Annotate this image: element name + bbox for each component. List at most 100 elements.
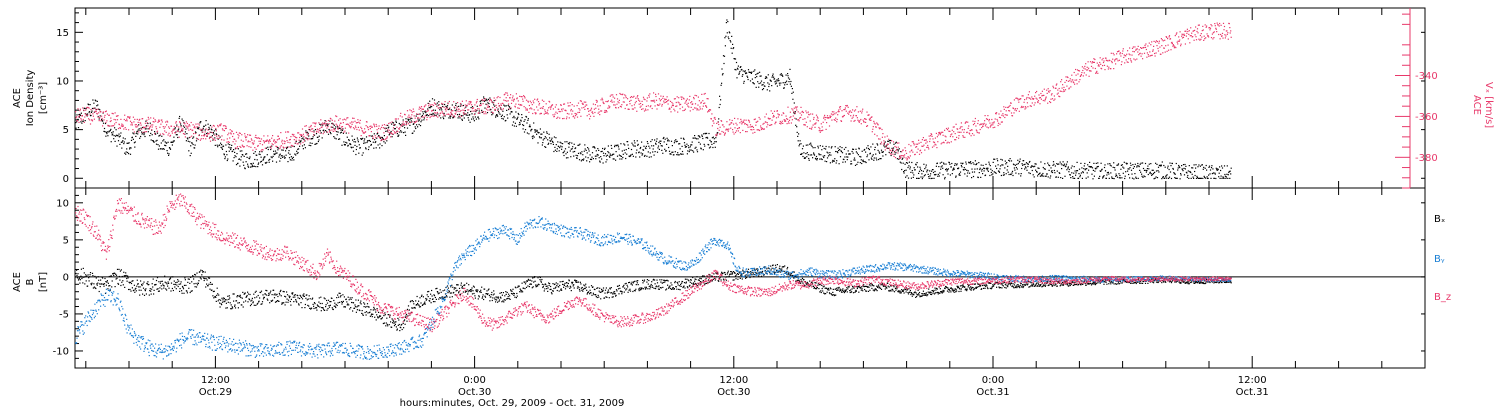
top-velocity-point <box>289 142 291 144</box>
top-density-point <box>1134 173 1136 175</box>
top-density-point <box>441 103 443 105</box>
top-velocity-point <box>1146 52 1148 54</box>
top-density-point <box>77 118 79 120</box>
top-density-point <box>262 158 265 160</box>
top-density-point <box>673 142 675 144</box>
top-density-point <box>892 149 894 151</box>
top-velocity-point <box>482 103 484 105</box>
top-velocity-point <box>1058 95 1060 97</box>
top-density-point <box>729 32 731 34</box>
top-density-point <box>240 156 242 158</box>
top-density-point <box>516 118 518 120</box>
top-density-point <box>363 142 365 144</box>
top-velocity-point <box>1066 85 1068 87</box>
top-density-point <box>1013 164 1015 166</box>
top-density-point <box>234 151 236 153</box>
top-velocity-point <box>751 125 753 127</box>
top-velocity-point <box>1116 53 1118 55</box>
top-velocity-point <box>1194 29 1196 31</box>
top-velocity-point <box>973 122 976 125</box>
top-density-point <box>555 144 557 146</box>
top-velocity-point <box>895 146 897 148</box>
top-density-point <box>542 142 544 144</box>
top-density-point <box>487 102 489 104</box>
top-velocity-point <box>497 102 500 105</box>
top-density-point <box>994 171 996 174</box>
top-density-point <box>1053 163 1055 165</box>
top-density-point <box>821 158 823 161</box>
top-density-point <box>1082 171 1084 173</box>
top-velocity-point <box>974 120 976 123</box>
top-velocity-point <box>784 119 786 121</box>
top-density-point <box>1078 173 1080 175</box>
top-density-point <box>704 145 706 147</box>
top-density-point <box>695 138 698 140</box>
top-velocity-point <box>1052 87 1055 89</box>
top-velocity-point <box>190 128 192 130</box>
top-density-point <box>945 163 947 165</box>
top-velocity-point <box>1139 52 1141 54</box>
top-density-point <box>502 118 504 120</box>
top-velocity-point <box>942 134 944 136</box>
top-velocity-point <box>460 109 462 112</box>
top-density-point <box>444 103 446 106</box>
top-velocity-point <box>699 108 701 110</box>
top-density-point <box>611 154 613 156</box>
top-velocity-point <box>1090 70 1092 72</box>
top-velocity-point <box>931 146 934 148</box>
top-velocity-point <box>204 131 206 133</box>
top-velocity-point <box>745 119 747 121</box>
top-density-point <box>536 133 538 135</box>
top-density-point <box>521 114 523 116</box>
top-velocity-point <box>144 131 146 133</box>
top-density-point <box>296 150 298 152</box>
top-velocity-point <box>1052 85 1054 87</box>
top-velocity-point <box>1103 64 1106 66</box>
top-density-point <box>1169 162 1171 164</box>
top-density-point <box>150 139 152 141</box>
top-density-point <box>941 161 943 163</box>
top-density-point <box>405 118 407 120</box>
top-velocity-point <box>469 103 471 105</box>
top-density-point <box>1177 169 1179 171</box>
top-velocity-point <box>1081 72 1083 74</box>
top-density-point <box>174 128 176 130</box>
top-density-point <box>656 151 659 153</box>
top-velocity-point <box>1063 90 1066 92</box>
top-velocity-point <box>558 108 560 110</box>
top-density-point <box>317 140 319 143</box>
top-velocity-point <box>819 131 821 133</box>
top-velocity-point <box>254 136 256 138</box>
top-velocity-point <box>349 126 351 128</box>
top-density-point <box>752 82 754 84</box>
top-velocity-point <box>904 147 906 149</box>
top-velocity-point <box>569 102 571 104</box>
top-velocity-point <box>1042 94 1044 97</box>
top-density-point <box>908 161 910 163</box>
top-density-point <box>1168 168 1170 171</box>
top-density-point <box>984 167 986 170</box>
top-velocity-point <box>461 105 463 107</box>
top-density-point <box>430 113 432 115</box>
top-velocity-point <box>319 128 321 130</box>
top-density-point <box>688 151 690 153</box>
top-density-point <box>686 143 688 145</box>
top-velocity-point <box>639 100 641 102</box>
top-velocity-point <box>604 109 606 112</box>
top-velocity-point <box>100 119 102 122</box>
top-density-point <box>658 148 660 150</box>
top-velocity-point <box>585 101 587 103</box>
top-density-point <box>941 165 943 167</box>
top-velocity-point <box>392 129 394 131</box>
top-density-point <box>450 115 452 117</box>
top-velocity-point <box>487 105 489 107</box>
top-velocity-point <box>419 117 421 119</box>
top-density-point <box>596 155 598 157</box>
top-density-point <box>551 137 553 139</box>
top-velocity-point <box>690 102 692 104</box>
top-velocity-point <box>971 129 973 131</box>
top-density-point <box>248 158 251 160</box>
top-velocity-point <box>640 105 642 107</box>
top-velocity-point <box>131 122 133 124</box>
top-density-point <box>1093 175 1095 177</box>
